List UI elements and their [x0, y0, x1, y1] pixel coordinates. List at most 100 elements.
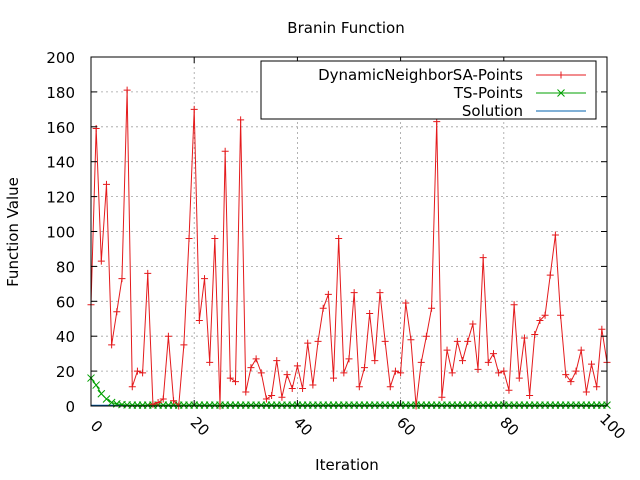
data-point	[273, 357, 281, 365]
data-point	[123, 86, 131, 94]
y-tick-label: 180	[46, 84, 75, 102]
data-point	[252, 355, 260, 363]
y-tick-label: 80	[56, 258, 75, 276]
data-point	[257, 369, 265, 377]
data-point	[154, 399, 162, 407]
data-point	[262, 395, 270, 403]
data-point	[562, 371, 570, 379]
data-point	[526, 392, 534, 400]
data-point	[144, 269, 152, 277]
chart-title: Branin Function	[287, 19, 404, 37]
data-point	[397, 369, 405, 377]
data-point	[206, 358, 214, 366]
data-point	[500, 367, 508, 375]
data-point	[598, 325, 606, 333]
data-point	[443, 346, 451, 354]
data-point	[360, 364, 368, 372]
y-tick-label: 120	[46, 189, 75, 207]
data-point	[118, 275, 126, 283]
data-point	[288, 385, 296, 393]
legend-box	[260, 60, 597, 120]
data-point	[149, 400, 157, 408]
data-point	[376, 289, 384, 297]
data-point	[428, 304, 436, 312]
data-point	[159, 395, 167, 403]
y-tick-label: 60	[56, 293, 75, 311]
data-point	[448, 369, 456, 377]
x-tick-labels: 0 20 40 60 80 100	[87, 410, 629, 443]
data-point	[505, 386, 513, 394]
data-point	[335, 234, 343, 242]
data-point	[371, 357, 379, 365]
data-point	[515, 374, 523, 382]
y-tick-label: 20	[56, 363, 75, 381]
data-point	[582, 388, 590, 396]
data-point	[283, 371, 291, 379]
data-point	[546, 271, 554, 279]
grid	[91, 57, 607, 406]
data-point	[164, 332, 172, 340]
data-point	[422, 332, 430, 340]
data-point	[453, 337, 461, 345]
data-point	[170, 397, 178, 405]
y-tick-label: 40	[56, 328, 75, 346]
data-point	[128, 383, 136, 391]
data-point	[495, 369, 503, 377]
data-point	[113, 308, 121, 316]
data-point	[402, 299, 410, 307]
data-point	[536, 316, 544, 324]
data-point	[572, 367, 580, 375]
data-point	[366, 310, 374, 318]
data-point	[474, 365, 482, 373]
legend-marker	[557, 71, 565, 79]
y-tick-label: 160	[46, 119, 75, 137]
x-tick-label: 0	[87, 417, 106, 436]
data-point	[226, 374, 234, 382]
x-tick-label: 40	[290, 413, 316, 439]
data-point	[557, 311, 565, 319]
data-point	[108, 341, 116, 349]
data-point	[391, 367, 399, 375]
data-point	[567, 378, 575, 386]
data-point	[314, 337, 322, 345]
data-point	[139, 369, 147, 377]
data-point	[242, 388, 250, 396]
data-point	[484, 358, 492, 366]
data-point	[309, 381, 317, 389]
data-point	[330, 374, 338, 382]
data-point	[350, 289, 358, 297]
data-point	[588, 360, 596, 368]
data-point	[551, 231, 559, 239]
data-point	[195, 316, 203, 324]
y-tick-label: 0	[65, 398, 75, 416]
data-point	[386, 383, 394, 391]
data-point	[531, 330, 539, 338]
data-point	[107, 398, 116, 407]
data-point	[92, 381, 101, 389]
legend-label: DynamicNeighborSA-Points	[318, 66, 523, 84]
data-point	[464, 337, 472, 345]
data-point	[97, 257, 105, 265]
data-point	[407, 336, 415, 344]
y-tick-label: 140	[46, 154, 75, 172]
data-point	[324, 290, 332, 298]
data-point	[293, 362, 301, 370]
data-point	[221, 147, 229, 155]
x-tick-label: 20	[187, 413, 213, 439]
data-point	[102, 395, 111, 403]
legend-label: TS-Points	[453, 84, 523, 102]
data-point	[247, 364, 255, 372]
x-tick-label: 60	[393, 413, 419, 439]
data-point	[299, 385, 307, 393]
legend: DynamicNeighborSA-PointsTS-PointsSolutio…	[260, 60, 597, 120]
data-point	[510, 301, 518, 309]
data-point	[278, 393, 286, 401]
y-tick-label: 200	[46, 49, 75, 67]
data-point	[577, 346, 585, 354]
data-point	[541, 311, 549, 319]
data-point	[520, 334, 528, 342]
tick-marks	[90, 56, 608, 407]
data-point	[345, 355, 353, 363]
series-0	[87, 86, 611, 410]
